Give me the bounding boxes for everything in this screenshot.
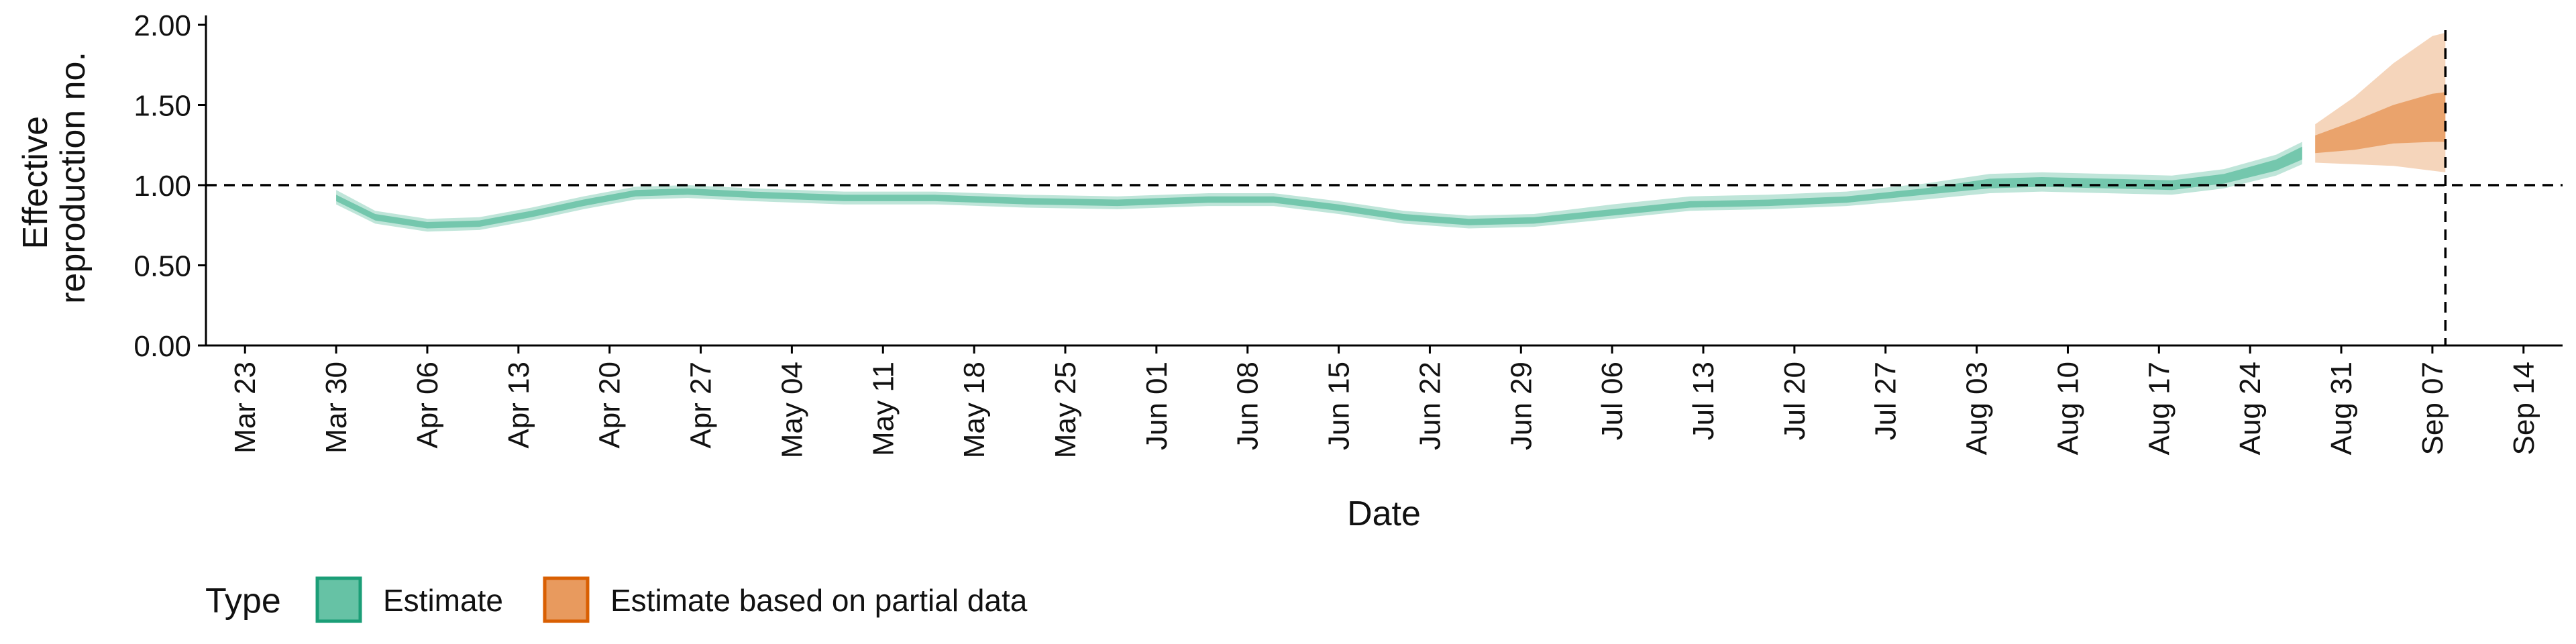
x-ticks: Mar 23 Mar 30 Apr 06 Apr 13 Apr 20 Apr 27 May … (229, 345, 2540, 458)
x-tick-label: May 04 (775, 362, 808, 458)
y-tick-label: 1.50 (133, 90, 191, 123)
legend-key-estimate (315, 576, 362, 623)
y-tick-label: 0.00 (133, 330, 191, 363)
y-axis-title-line-1: Effective (16, 116, 55, 249)
legend-label-partial: Estimate based on partial data (610, 583, 1028, 618)
series-1-band-50 (2315, 92, 2446, 154)
x-tick-label: Mar 23 (229, 362, 262, 453)
x-tick-label: Aug 24 (2234, 362, 2267, 455)
x-tick-label: Sep 07 (2416, 362, 2449, 455)
axes (205, 15, 2563, 347)
x-tick-label: Jul 20 (1778, 362, 1811, 440)
x-tick-label: Aug 17 (2143, 362, 2176, 455)
x-tick-label: Jun 08 (1232, 362, 1265, 450)
x-tick-label: Jun 01 (1140, 362, 1173, 450)
x-tick-label: May 25 (1049, 362, 1082, 458)
series-0-band-50 (336, 146, 2302, 229)
y-tick-label: 2.00 (133, 9, 191, 42)
x-tick-label: Jun 29 (1505, 362, 1538, 450)
x-tick-label: Aug 31 (2325, 362, 2358, 455)
x-tick-label: Mar 30 (320, 362, 353, 453)
legend-label-estimate: Estimate (383, 583, 503, 618)
x-tick-label: Apr 20 (594, 362, 627, 449)
x-tick-label: Jul 06 (1596, 362, 1629, 440)
x-tick-label: Sep 14 (2508, 362, 2540, 455)
y-tick-label: 1.00 (133, 170, 191, 203)
x-tick-label: Apr 06 (411, 362, 444, 449)
y-tick-label: 0.50 (133, 250, 191, 283)
x-tick-label: May 18 (958, 362, 991, 458)
x-tick-label: May 11 (867, 362, 900, 456)
x-tick-label: Jul 27 (1870, 362, 1902, 440)
legend-key-partial (543, 576, 590, 623)
bands-layer (336, 32, 2446, 232)
reference-lines (206, 30, 2563, 345)
y-axis-title: Effective reproduction no. (16, 52, 93, 304)
y-ticks: 0.00 0.50 1.00 1.50 2.00 (133, 9, 206, 363)
x-tick-label: Aug 10 (2052, 362, 2085, 455)
x-axis-title: Date (1347, 494, 1421, 533)
x-tick-label: Jun 22 (1413, 362, 1446, 450)
x-tick-label: Apr 13 (502, 362, 535, 449)
legend-title: Type (205, 582, 281, 621)
series-0-band-90 (336, 142, 2302, 232)
x-tick-label: Apr 27 (685, 362, 718, 449)
x-tick-label: Aug 03 (1961, 362, 1994, 455)
x-tick-label: Jun 15 (1323, 362, 1356, 450)
y-axis-title-line-2: reproduction no. (54, 52, 93, 304)
x-tick-label: Jul 13 (1687, 362, 1720, 440)
legend: Type Estimate Estimate based on partial … (205, 576, 1028, 623)
